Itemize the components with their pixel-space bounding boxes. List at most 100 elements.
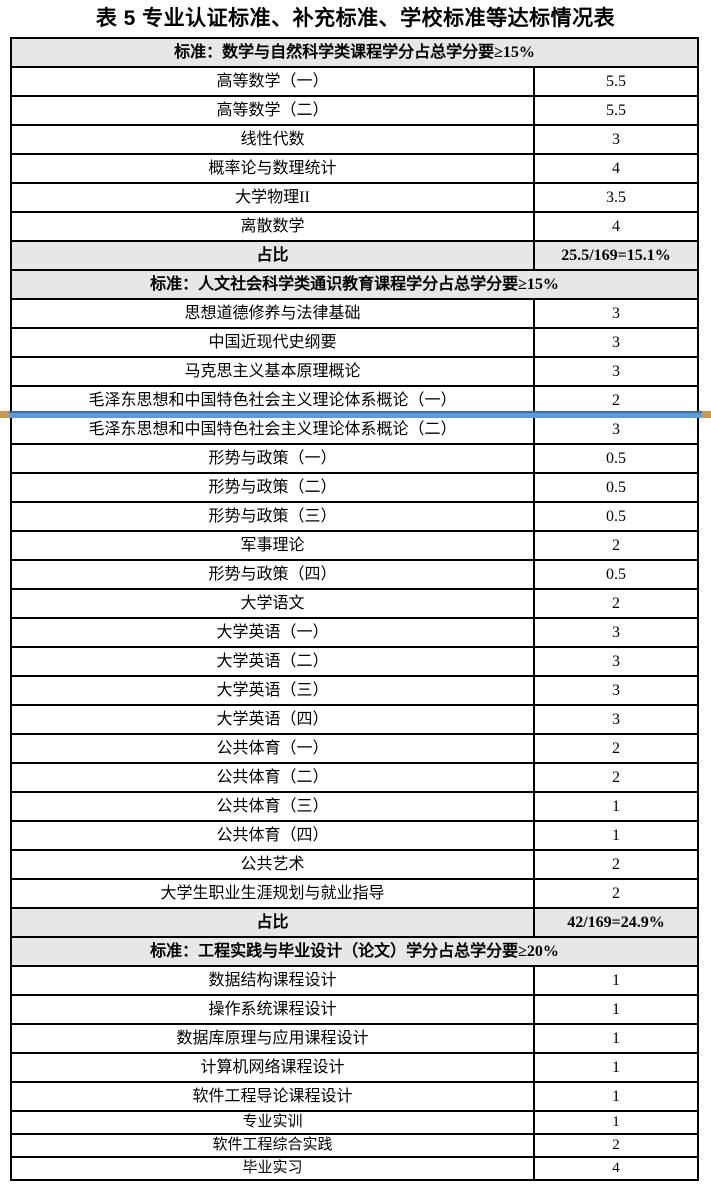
course-name-cell: 军事理论: [12, 532, 535, 559]
course-row: 软件工程导论课程设计 1: [12, 1083, 697, 1112]
course-name-cell: 数据库原理与应用课程设计: [12, 1025, 535, 1052]
course-name-cell: 大学语文: [12, 590, 535, 617]
course-name-cell: 思想道德修养与法律基础: [12, 300, 535, 327]
course-name-cell: 软件工程导论课程设计: [12, 1083, 535, 1110]
course-row: 大学英语（二） 3: [12, 648, 697, 677]
course-name-cell: 毕业实习: [12, 1158, 535, 1179]
credit-value-cell: 0.5: [606, 449, 626, 467]
course-row: 公共艺术 2: [12, 851, 697, 880]
credit-value-cell: 3: [612, 130, 620, 148]
credit-value-cell: 5.5: [606, 101, 626, 119]
credit-value-cell: 0.5: [606, 478, 626, 496]
ratio-label-cell: 占比: [12, 909, 535, 936]
credit-value-cell: 2: [612, 594, 620, 612]
course-row: 马克思主义基本原理概论 3: [12, 358, 697, 387]
course-row: 形势与政策（一） 0.5: [12, 445, 697, 474]
course-name-cell: 公共体育（一）: [12, 735, 535, 762]
course-row: 线性代数 3: [12, 126, 697, 155]
credit-value-cell: 1: [612, 797, 620, 815]
ratio-row: 占比 42/169=24.9%: [12, 909, 697, 938]
standards-table: 标准：数学与自然科学类课程学分占总学分要≥15% 高等数学（一） 5.5 高等数学（二…: [0, 37, 711, 1181]
course-row: 形势与政策（四） 0.5: [12, 561, 697, 590]
course-row: 高等数学（一） 5.5: [12, 68, 697, 97]
course-row: 思想道德修养与法律基础 3: [12, 300, 697, 329]
course-name-cell: 离散数学: [12, 213, 535, 240]
course-name-cell: 毛泽东思想和中国特色社会主义理论体系概论（二）: [12, 416, 535, 443]
credit-value-cell: 1: [612, 1114, 620, 1130]
course-row: 操作系统课程设计 1: [12, 996, 697, 1025]
section-header-label: 标准：数学与自然科学类课程学分占总学分要≥15%: [174, 43, 535, 61]
course-row: 公共体育（一） 2: [12, 735, 697, 764]
course-row: 军事理论 2: [12, 532, 697, 561]
credit-value-cell: 1: [612, 1087, 620, 1105]
course-name-cell: 形势与政策（二）: [12, 474, 535, 501]
credit-value-cell: 1: [612, 1058, 620, 1076]
credit-value-cell: 3: [612, 710, 620, 728]
course-name-cell: 数据结构课程设计: [12, 967, 535, 994]
insert-indicator-right-handle[interactable]: [702, 411, 711, 418]
course-name-cell: 计算机网络课程设计: [12, 1054, 535, 1081]
course-name-cell: 大学英语（二）: [12, 648, 535, 675]
course-row: 数据库原理与应用课程设计 1: [12, 1025, 697, 1054]
course-name-cell: 大学英语（四）: [12, 706, 535, 733]
credit-value-cell: 2: [612, 739, 620, 757]
course-row: 软件工程综合实践 2: [12, 1135, 697, 1158]
course-row: 高等数学（二） 5.5: [12, 97, 697, 126]
course-row: 概率论与数理统计 4: [12, 155, 697, 184]
ratio-row: 占比 25.5/169=15.1%: [12, 242, 697, 271]
credit-value-cell: 3: [612, 362, 620, 380]
course-name-cell: 专业实训: [12, 1112, 535, 1133]
credit-value-cell: 1: [612, 971, 620, 989]
ratio-value-cell: 25.5/169=15.1%: [561, 246, 671, 264]
section-header-row: 标准：数学与自然科学类课程学分占总学分要≥15%: [12, 39, 697, 68]
credit-value-cell: 5.5: [606, 72, 626, 90]
course-name-cell: 概率论与数理统计: [12, 155, 535, 182]
course-name-cell: 大学英语（一）: [12, 619, 535, 646]
course-row: 专业实训 1: [12, 1112, 697, 1135]
credit-value-cell: 3: [612, 304, 620, 322]
course-row: 毕业实习 4: [12, 1158, 697, 1181]
credit-value-cell: 3.5: [606, 188, 626, 206]
credit-value-cell: 0.5: [606, 507, 626, 525]
insert-indicator-bar[interactable]: [0, 411, 711, 418]
course-name-cell: 大学英语（三）: [12, 677, 535, 704]
course-name-cell: 中国近现代史纲要: [12, 329, 535, 356]
course-name-cell: 高等数学（二）: [12, 97, 535, 124]
section-header-label: 标准：人文社会科学类通识教育课程学分占总学分要≥15%: [150, 275, 559, 293]
section-header-row: 标准：人文社会科学类通识教育课程学分占总学分要≥15%: [12, 271, 697, 300]
course-name-cell: 操作系统课程设计: [12, 996, 535, 1023]
credit-value-cell: 4: [612, 1160, 620, 1176]
course-row: 大学物理II 3.5: [12, 184, 697, 213]
course-row: 中国近现代史纲要 3: [12, 329, 697, 358]
section-header-row: 标准：工程实践与毕业设计（论文）学分占总学分要≥20%: [12, 938, 697, 967]
credit-value-cell: 1: [612, 1029, 620, 1047]
course-name-cell: 大学生职业生涯规划与就业指导: [12, 880, 535, 907]
course-row: 大学英语（一） 3: [12, 619, 697, 648]
credit-value-cell: 3: [612, 652, 620, 670]
course-name-cell: 线性代数: [12, 126, 535, 153]
course-row: 大学英语（三） 3: [12, 677, 697, 706]
course-name-cell: 公共体育（三）: [12, 793, 535, 820]
course-name-cell: 高等数学（一）: [12, 68, 535, 95]
course-row: 离散数学 4: [12, 213, 697, 242]
credit-value-cell: 0.5: [606, 565, 626, 583]
credit-value-cell: 2: [612, 1137, 620, 1153]
course-row: 公共体育（二） 2: [12, 764, 697, 793]
course-name-cell: 形势与政策（四）: [12, 561, 535, 588]
course-row: 大学生职业生涯规划与就业指导 2: [12, 880, 697, 909]
credit-value-cell: 1: [612, 1000, 620, 1018]
credit-value-cell: 2: [612, 391, 620, 409]
ratio-label-cell: 占比: [12, 242, 535, 269]
credit-value-cell: 3: [612, 681, 620, 699]
course-name-cell: 形势与政策（三）: [12, 503, 535, 530]
credit-value-cell: 3: [612, 333, 620, 351]
credit-value-cell: 2: [612, 536, 620, 554]
page-title: 表 5 专业认证标准、补充标准、学校标准等达标情况表: [95, 7, 616, 30]
course-row: 形势与政策（三） 0.5: [12, 503, 697, 532]
credit-value-cell: 4: [612, 159, 620, 177]
credit-value-cell: 3: [612, 420, 620, 438]
insert-indicator-left-handle[interactable]: [0, 411, 9, 418]
course-name-cell: 公共体育（二）: [12, 764, 535, 791]
course-name-cell: 形势与政策（一）: [12, 445, 535, 472]
